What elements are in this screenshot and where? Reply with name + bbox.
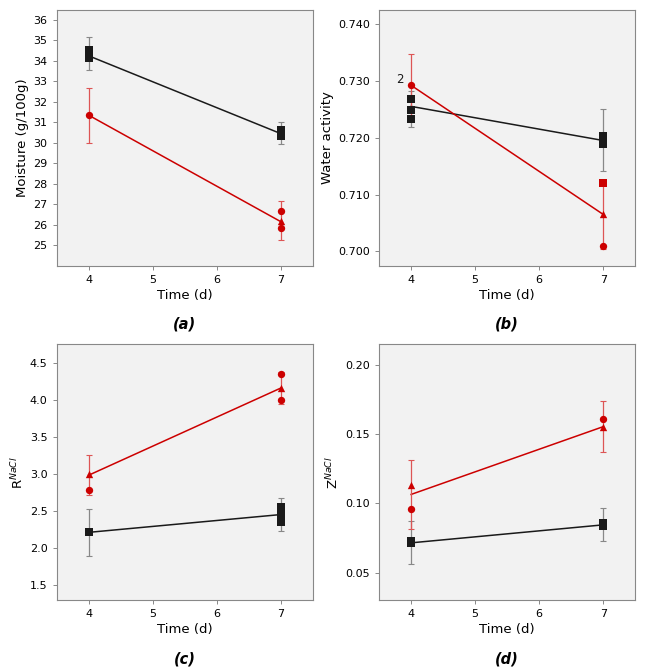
Point [598,209,608,220]
Y-axis label: Z$^{NaCl}$: Z$^{NaCl}$ [325,456,341,489]
Text: (d): (d) [495,651,519,667]
Point [275,223,286,234]
Y-axis label: R$^{NaCl}$: R$^{NaCl}$ [10,456,26,489]
Point [83,52,94,63]
X-axis label: Time (d): Time (d) [157,289,212,302]
Point [83,468,94,479]
Point [83,48,94,59]
Point [275,394,286,405]
Point [275,206,286,216]
Point [406,105,416,116]
Point [406,80,416,91]
Point [598,130,608,141]
Point [275,516,286,527]
Point [598,414,608,425]
Point [406,503,416,514]
Point [275,125,286,136]
Point [83,110,94,120]
Y-axis label: Moisture (g/100g): Moisture (g/100g) [16,79,29,197]
Point [275,383,286,394]
Text: 2: 2 [396,73,404,86]
Point [275,128,286,138]
Point [83,526,94,537]
Point [598,178,608,189]
Point [406,114,416,125]
Point [598,520,608,531]
Point [598,139,608,150]
Point [83,527,94,538]
Point [406,480,416,491]
Point [406,536,416,547]
Point [275,215,286,226]
Point [598,241,608,251]
Point [275,130,286,141]
Point [598,517,608,528]
X-axis label: Time (d): Time (d) [479,624,535,636]
X-axis label: Time (d): Time (d) [479,289,535,302]
Point [275,509,286,520]
Text: (a): (a) [173,317,196,332]
Point [83,45,94,56]
Point [598,134,608,145]
Text: (c): (c) [174,651,195,667]
Point [83,485,94,495]
Text: (b): (b) [495,317,519,332]
Point [275,502,286,513]
Point [275,369,286,380]
Point [598,421,608,432]
X-axis label: Time (d): Time (d) [157,624,212,636]
Point [406,538,416,548]
Point [406,93,416,104]
Y-axis label: Water activity: Water activity [321,91,334,184]
